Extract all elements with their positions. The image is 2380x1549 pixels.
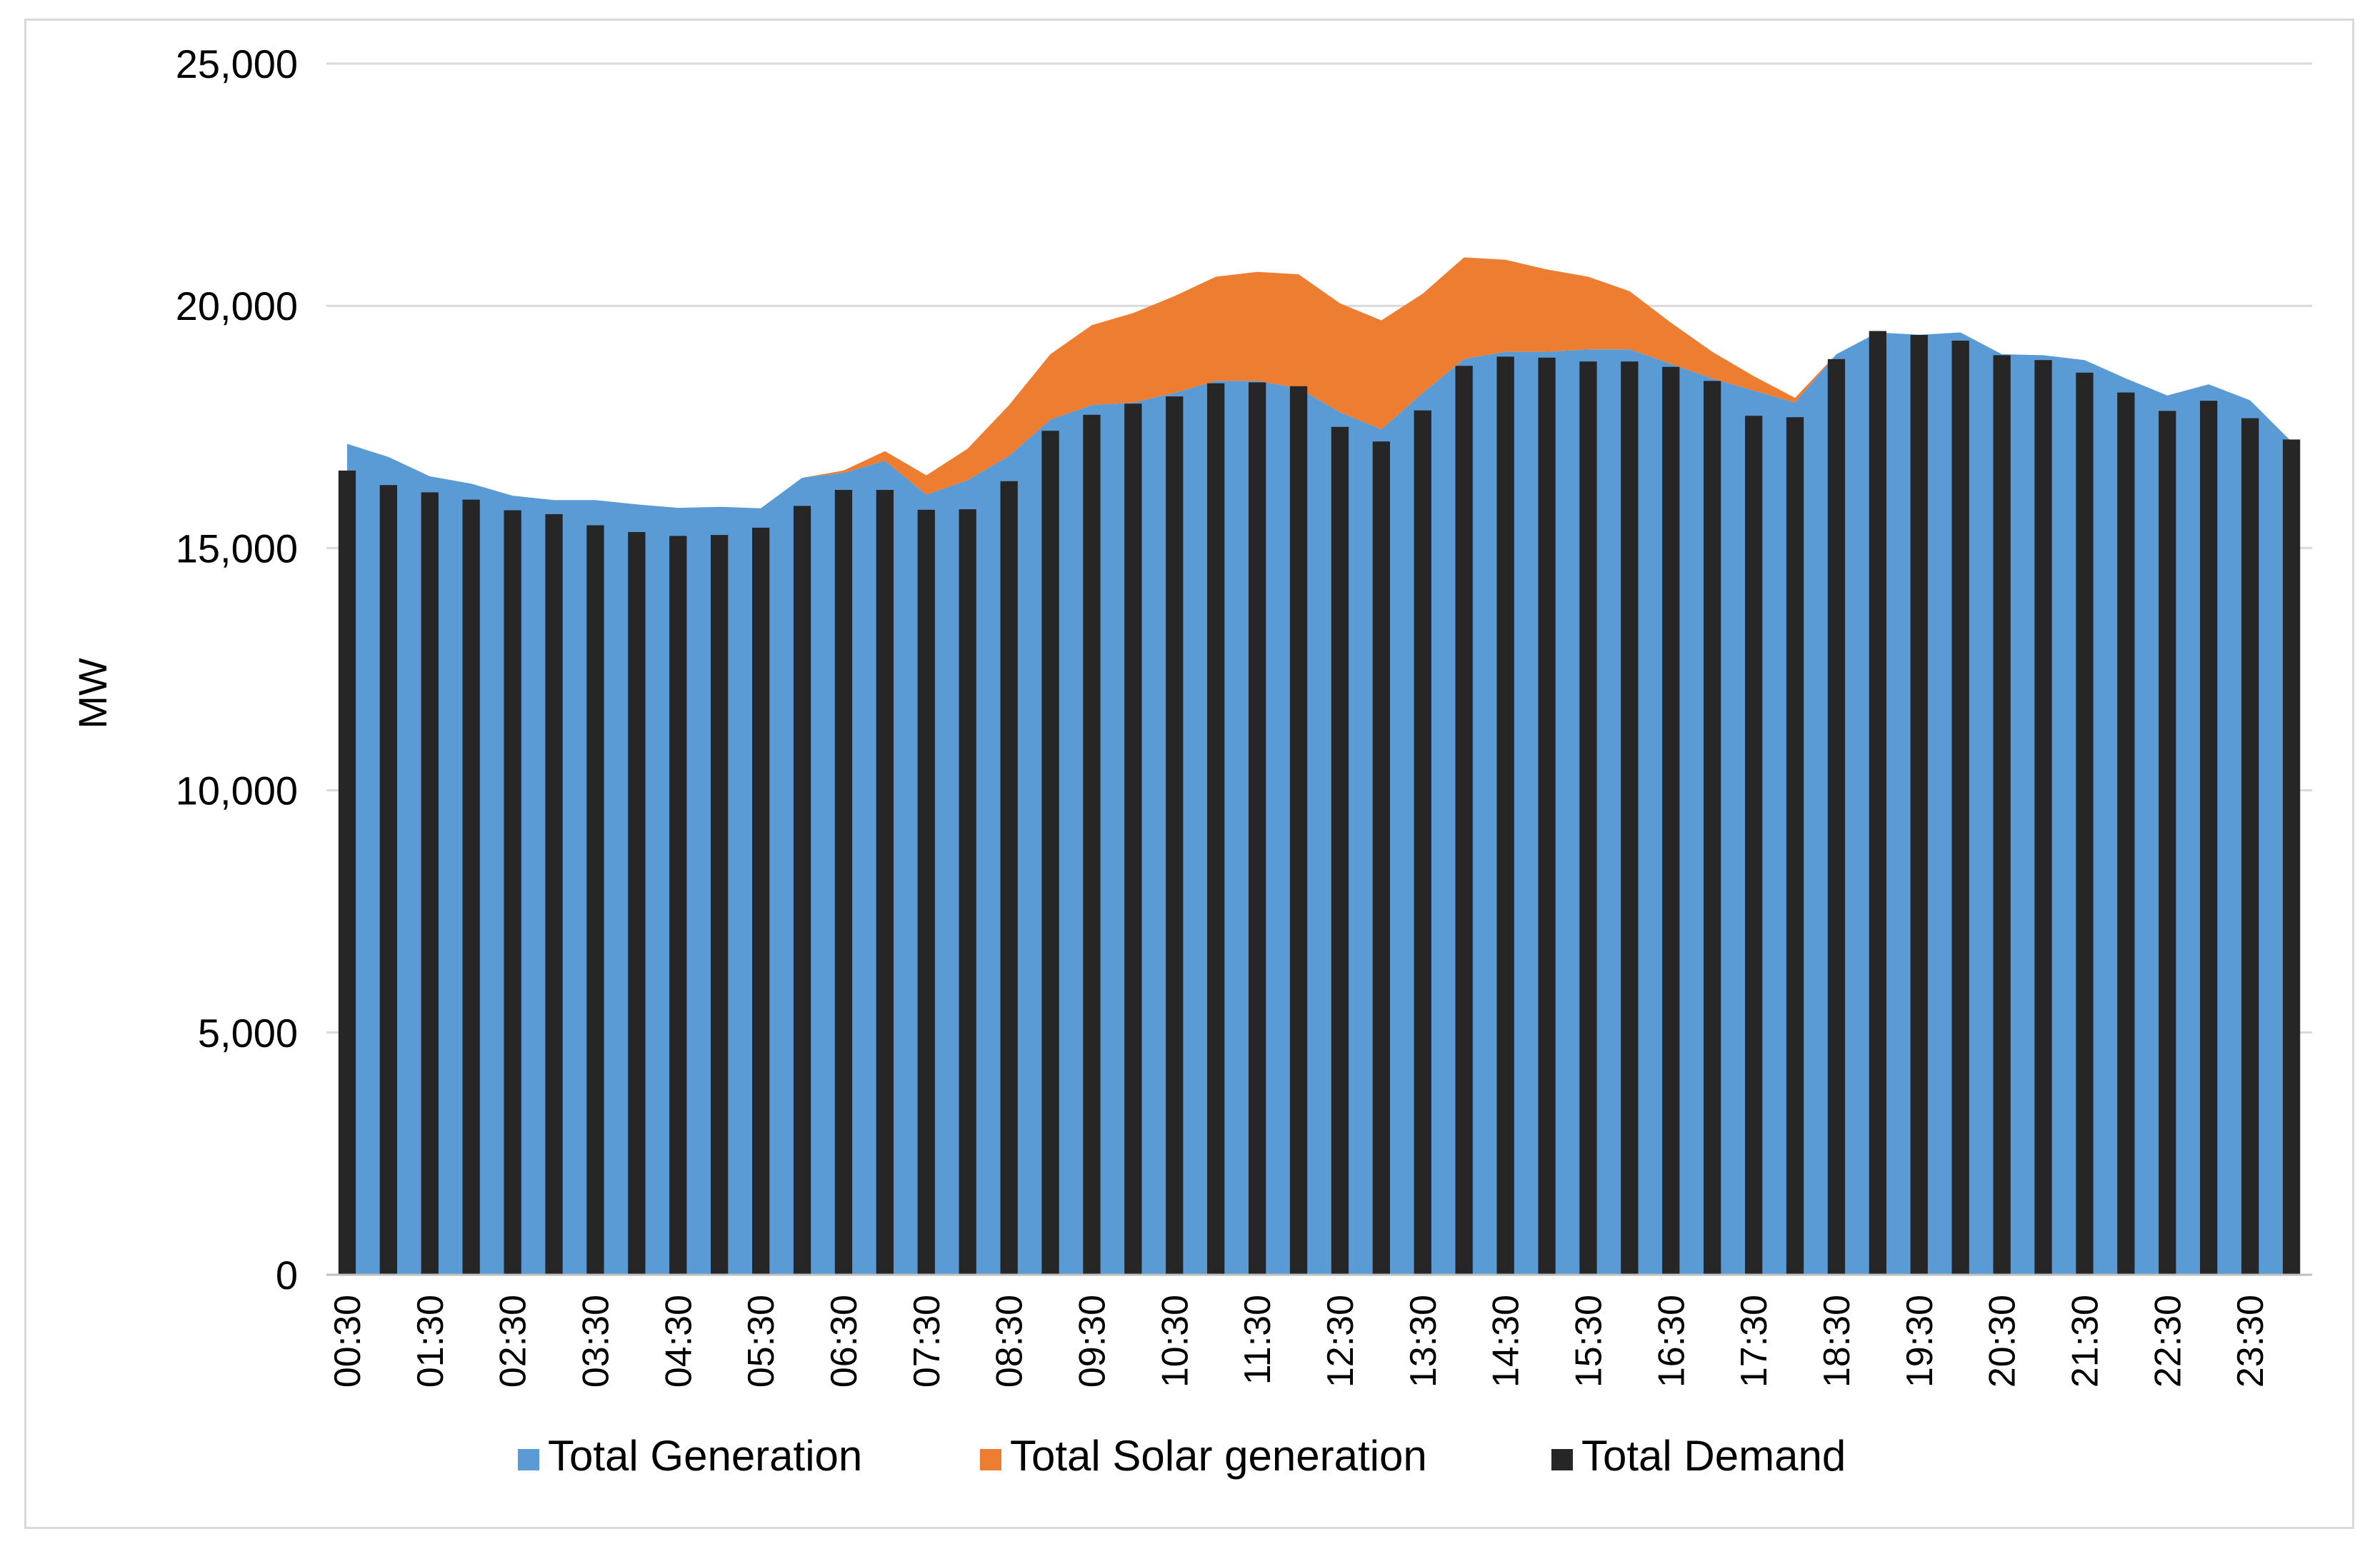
demand-bar: [1579, 361, 1597, 1275]
y-tick-label: 20,000: [176, 284, 298, 329]
x-tick-label: 10:30: [1154, 1295, 1196, 1388]
x-tick-label: 19:30: [1899, 1295, 1941, 1388]
x-tick-label: 23:30: [2230, 1295, 2271, 1388]
y-tick-label: 25,000: [176, 41, 298, 86]
x-axis-ticks: 00:30 01:30 02:30 03:30 04:30 05:30 06:30 07:30…: [327, 1295, 2271, 1388]
demand-bar: [1869, 331, 1886, 1275]
demand-bar: [669, 536, 687, 1275]
demand-bar: [2200, 401, 2218, 1275]
legend-label: Total Demand: [1581, 1432, 1846, 1480]
demand-bar: [462, 499, 480, 1275]
demand-bar: [876, 490, 894, 1275]
demand-bar: [1000, 481, 1018, 1275]
demand-bar: [2117, 392, 2135, 1275]
demand-bar: [1910, 334, 1928, 1275]
demand-bar: [1207, 383, 1225, 1275]
demand-bar: [1538, 357, 1556, 1275]
legend-swatch: [980, 1449, 1001, 1470]
demand-bar: [834, 490, 853, 1275]
legend-swatch: [518, 1449, 539, 1470]
demand-bar: [1166, 396, 1184, 1275]
demand-bar: [793, 506, 811, 1275]
x-tick-label: 21:30: [2065, 1295, 2106, 1388]
total-generation-area: [347, 332, 2291, 1275]
demand-bar: [586, 525, 604, 1275]
demand-bar: [2076, 372, 2094, 1275]
demand-bar: [1455, 366, 1473, 1275]
x-tick-label: 00:30: [327, 1295, 369, 1388]
demand-bar: [1745, 416, 1763, 1275]
y-axis-ticks: 0 5,000 10,000 15,000 20,000 25,000: [176, 41, 298, 1298]
x-tick-label: 03:30: [576, 1295, 617, 1388]
x-tick-label: 20:30: [1982, 1295, 2024, 1388]
legend: Total Generation Total Solar generation To…: [518, 1432, 1846, 1480]
chart-frame: 0 5,000 10,000 15,000 20,000 25,000 00:30 01:3…: [24, 19, 2354, 1529]
demand-bar: [1496, 356, 1514, 1275]
demand-bar: [545, 513, 563, 1275]
x-tick-label: 01:30: [410, 1295, 451, 1388]
y-axis-title: MW: [70, 658, 115, 729]
demand-bar: [959, 509, 976, 1275]
x-tick-label: 11:30: [1237, 1295, 1279, 1385]
x-tick-label: 07:30: [906, 1295, 948, 1388]
x-tick-label: 22:30: [2147, 1295, 2189, 1388]
legend-label: Total Generation: [548, 1432, 862, 1480]
x-tick-label: 18:30: [1816, 1295, 1858, 1388]
demand-bar: [1827, 359, 1846, 1275]
demand-bar: [2282, 439, 2301, 1275]
chart-svg: 0 5,000 10,000 15,000 20,000 25,000 00:30 01:3…: [70, 41, 2312, 1480]
demand-bar: [2034, 360, 2052, 1275]
demand-bar: [1083, 414, 1101, 1275]
demand-bar: [628, 532, 646, 1275]
x-tick-label: 04:30: [658, 1295, 699, 1388]
demand-bar: [379, 485, 397, 1275]
demand-bar: [1704, 381, 1721, 1275]
demand-bar: [711, 535, 729, 1275]
y-tick-label: 15,000: [176, 526, 298, 571]
demand-bar: [1621, 361, 1639, 1275]
x-tick-label: 06:30: [824, 1295, 865, 1388]
demand-bar: [1993, 355, 2011, 1275]
demand-bar: [504, 510, 521, 1275]
demand-bar: [421, 492, 439, 1275]
demand-bar: [1414, 410, 1431, 1275]
x-tick-label: 05:30: [741, 1295, 782, 1388]
demand-bar: [752, 527, 770, 1275]
demand-bar: [917, 509, 935, 1275]
area-series: [347, 257, 2291, 1275]
demand-bar: [1289, 386, 1308, 1275]
demand-bar: [2241, 418, 2259, 1275]
x-tick-label: 12:30: [1320, 1295, 1361, 1388]
demand-bar: [338, 470, 356, 1275]
legend-swatch: [1551, 1449, 1573, 1470]
solar-generation-area: [347, 257, 2291, 508]
x-tick-label: 08:30: [989, 1295, 1031, 1388]
demand-bar: [1249, 382, 1266, 1275]
y-tick-label: 0: [276, 1253, 298, 1298]
y-tick-label: 5,000: [198, 1011, 298, 1056]
demand-bar: [1041, 431, 1059, 1275]
x-tick-label: 14:30: [1486, 1295, 1527, 1388]
demand-bar: [1124, 403, 1142, 1275]
x-tick-label: 15:30: [1569, 1295, 1610, 1388]
x-tick-label: 13:30: [1403, 1295, 1444, 1388]
y-tick-label: 10,000: [176, 768, 298, 813]
demand-bar: [1662, 366, 1680, 1275]
demand-bar: [1951, 341, 1969, 1275]
x-tick-label: 16:30: [1651, 1295, 1692, 1388]
x-tick-label: 09:30: [1072, 1295, 1114, 1388]
demand-bar: [1786, 417, 1804, 1275]
legend-label: Total Solar generation: [1010, 1432, 1427, 1480]
bar-series: [338, 331, 2301, 1275]
x-tick-label: 17:30: [1734, 1295, 1775, 1388]
x-tick-label: 02:30: [493, 1295, 534, 1388]
demand-bar: [2159, 411, 2176, 1275]
demand-bar: [1372, 441, 1390, 1275]
demand-bar: [1331, 426, 1349, 1275]
